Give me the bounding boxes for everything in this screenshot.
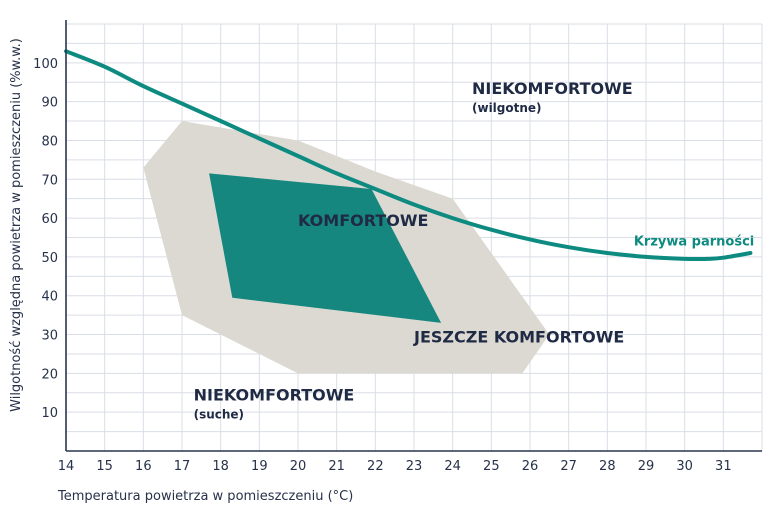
y-tick-label: 30 [41,329,58,344]
y-tick-label: 50 [41,251,58,266]
humidity-curve-line [64,49,753,262]
comfort-regions [143,121,550,374]
x-tick-label: 27 [560,459,577,474]
curve-layer [64,49,753,262]
y-axis-title: Wilgotność względna powietrza w pomieszc… [9,38,24,412]
region-sublabel: (wilgotne) [472,101,542,115]
region-label: KOMFORTOWE [298,211,428,230]
x-tick-label: 26 [522,459,539,474]
x-tick-label: 24 [444,459,461,474]
x-tick-label: 23 [406,459,423,474]
x-tick-label: 19 [251,459,268,474]
x-tick-label: 14 [58,459,75,474]
x-tick-label: 28 [599,459,616,474]
x-tick-label: 31 [715,459,732,474]
region-label: JESZCZE KOMFORTOWE [413,327,624,346]
axes [65,20,762,452]
tick-labels: 14 15 16 17 18 19 20 21 22 23 24 25 26 27 28 29 30 31 10 20… [33,57,731,474]
x-axis-title: Temperatura powietrza w pomieszczeniu (°… [57,489,353,504]
y-tick-label: 40 [41,290,58,305]
x-tick-label: 29 [638,459,655,474]
x-tick-label: 30 [676,459,693,474]
y-tick-label: 100 [33,57,58,72]
x-tick-label: 22 [367,459,384,474]
x-tick-label: 17 [174,459,191,474]
x-tick-label: 18 [212,459,229,474]
region-sublabel: (suche) [194,408,244,422]
y-tick-label: 10 [41,406,58,421]
region-labels: NIEKOMFORTOWE (wilgotne) KOMFORTOWE JESZCZE… [194,79,755,422]
x-tick-label: 15 [96,459,113,474]
x-tick-label: 21 [328,459,345,474]
region-label: NIEKOMFORTOWE [194,386,355,405]
y-tick-label: 20 [41,367,58,382]
x-tick-label: 16 [135,459,152,474]
region-label: NIEKOMFORTOWE [472,79,633,98]
y-tick-label: 80 [41,134,58,149]
curve-label: Krzywa parności [634,234,754,249]
y-tick-label: 60 [41,212,58,227]
comfort-region [209,173,442,323]
y-tick-label: 70 [41,173,58,188]
x-tick-label: 25 [483,459,500,474]
x-tick-label: 20 [290,459,307,474]
y-tick-label: 90 [41,96,58,111]
